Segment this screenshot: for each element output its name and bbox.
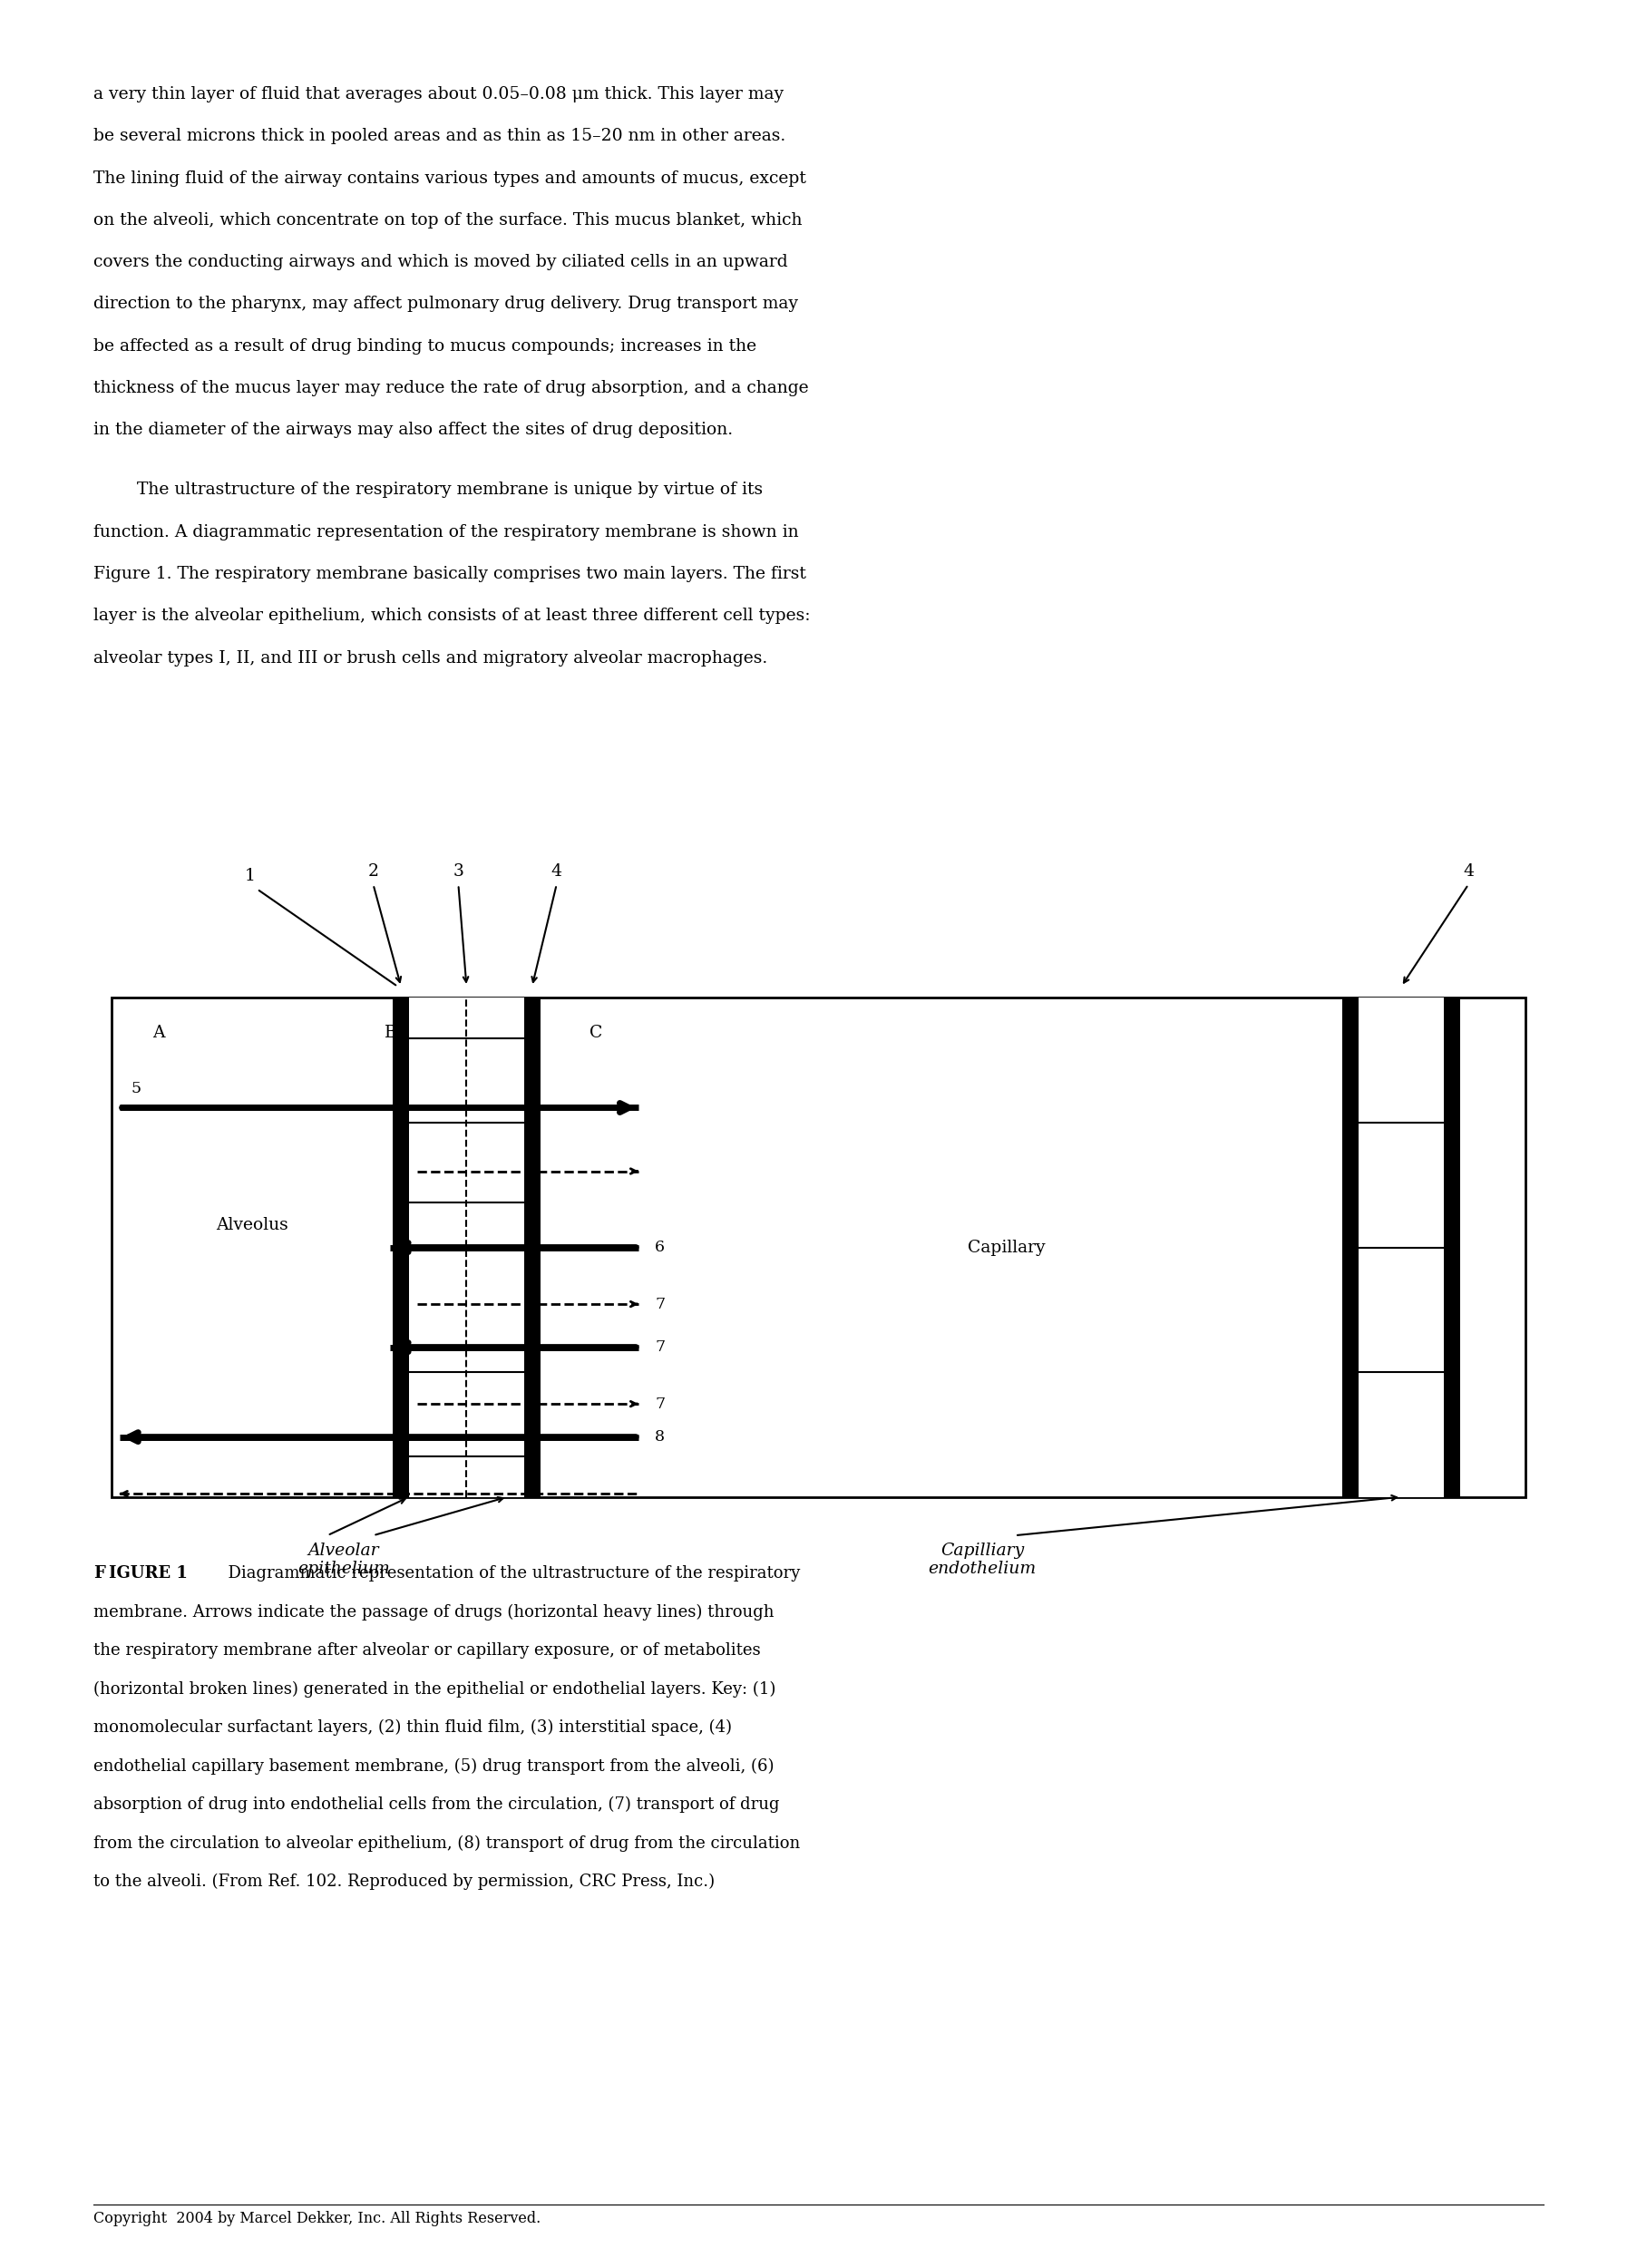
Text: Alveolar
epithelium: Alveolar epithelium <box>298 1542 390 1579</box>
Text: A: A <box>152 1025 164 1041</box>
Text: 1: 1 <box>246 869 255 885</box>
Text: Capilliary
endothelium: Capilliary endothelium <box>928 1542 1036 1579</box>
Text: Copyright  2004 by Marcel Dekker, Inc. All Rights Reserved.: Copyright 2004 by Marcel Dekker, Inc. Al… <box>93 2211 540 2227</box>
Text: covers the conducting airways and which is moved by ciliated cells in an upward: covers the conducting airways and which … <box>93 254 787 270</box>
Text: layer is the alveolar epithelium, which consists of at least three different cel: layer is the alveolar epithelium, which … <box>93 608 810 624</box>
Text: membrane. Arrows indicate the passage of drugs (horizontal heavy lines) through: membrane. Arrows indicate the passage of… <box>93 1603 774 1619</box>
Text: Capillary: Capillary <box>967 1238 1046 1256</box>
Text: Alveolus: Alveolus <box>216 1216 288 1234</box>
Text: 2: 2 <box>368 864 378 880</box>
Text: direction to the pharynx, may affect pulmonary drug delivery. Drug transport may: direction to the pharynx, may affect pul… <box>93 295 797 313</box>
Text: on the alveoli, which concentrate on top of the surface. This mucus blanket, whi: on the alveoli, which concentrate on top… <box>93 213 802 229</box>
Text: to the alveoli. (From Ref. 102. Reproduced by permission, CRC Press, Inc.): to the alveoli. (From Ref. 102. Reproduc… <box>93 1873 715 1889</box>
Text: be affected as a result of drug binding to mucus compounds; increases in the: be affected as a result of drug binding … <box>93 338 756 354</box>
Text: 4: 4 <box>552 864 561 880</box>
Text: IGURE 1: IGURE 1 <box>110 1565 188 1581</box>
Text: absorption of drug into endothelial cells from the circulation, (7) transport of: absorption of drug into endothelial cell… <box>93 1796 779 1812</box>
Text: function. A diagrammatic representation of the respiratory membrane is shown in: function. A diagrammatic representation … <box>93 524 799 540</box>
Text: 5: 5 <box>131 1082 141 1095</box>
Text: Diagrammatic representation of the ultrastructure of the respiratory: Diagrammatic representation of the ultra… <box>218 1565 800 1581</box>
Text: from the circulation to alveolar epithelium, (8) transport of drug from the circ: from the circulation to alveolar epithel… <box>93 1835 800 1851</box>
Text: the respiratory membrane after alveolar or capillary exposure, or of metabolites: the respiratory membrane after alveolar … <box>93 1642 761 1658</box>
Bar <box>393 998 409 1497</box>
Text: F: F <box>93 1565 105 1581</box>
Bar <box>1444 998 1460 1497</box>
Bar <box>1359 998 1444 1497</box>
Bar <box>524 998 540 1497</box>
Text: The lining fluid of the airway contains various types and amounts of mucus, exce: The lining fluid of the airway contains … <box>93 170 805 186</box>
Text: in the diameter of the airways may also affect the sites of drug deposition.: in the diameter of the airways may also … <box>93 422 733 438</box>
Bar <box>1342 998 1359 1497</box>
Bar <box>111 998 1526 1497</box>
Text: monomolecular surfactant layers, (2) thin fluid film, (3) interstitial space, (4: monomolecular surfactant layers, (2) thi… <box>93 1719 732 1735</box>
Bar <box>409 998 524 1497</box>
Text: 8: 8 <box>655 1429 665 1445</box>
Text: be several microns thick in pooled areas and as thin as 15–20 nm in other areas.: be several microns thick in pooled areas… <box>93 129 786 145</box>
Text: 6: 6 <box>655 1241 665 1254</box>
Text: 7: 7 <box>655 1340 665 1354</box>
Text: thickness of the mucus layer may reduce the rate of drug absorption, and a chang: thickness of the mucus layer may reduce … <box>93 379 809 397</box>
Text: 7: 7 <box>655 1397 665 1411</box>
Text: C: C <box>589 1025 602 1041</box>
Text: The ultrastructure of the respiratory membrane is unique by virtue of its: The ultrastructure of the respiratory me… <box>93 481 763 499</box>
Text: 3: 3 <box>453 864 463 880</box>
Text: a very thin layer of fluid that averages about 0.05–0.08 μm thick. This layer ma: a very thin layer of fluid that averages… <box>93 86 784 102</box>
Text: 7: 7 <box>655 1297 665 1311</box>
Text: endothelial capillary basement membrane, (5) drug transport from the alveoli, (6: endothelial capillary basement membrane,… <box>93 1758 774 1774</box>
Text: 4: 4 <box>1463 864 1473 880</box>
Text: Figure 1. The respiratory membrane basically comprises two main layers. The firs: Figure 1. The respiratory membrane basic… <box>93 565 805 583</box>
Text: B: B <box>385 1025 398 1041</box>
Text: alveolar types I, II, and III or brush cells and migratory alveolar macrophages.: alveolar types I, II, and III or brush c… <box>93 649 768 667</box>
Text: (horizontal broken lines) generated in the epithelial or endothelial layers. Key: (horizontal broken lines) generated in t… <box>93 1681 776 1696</box>
